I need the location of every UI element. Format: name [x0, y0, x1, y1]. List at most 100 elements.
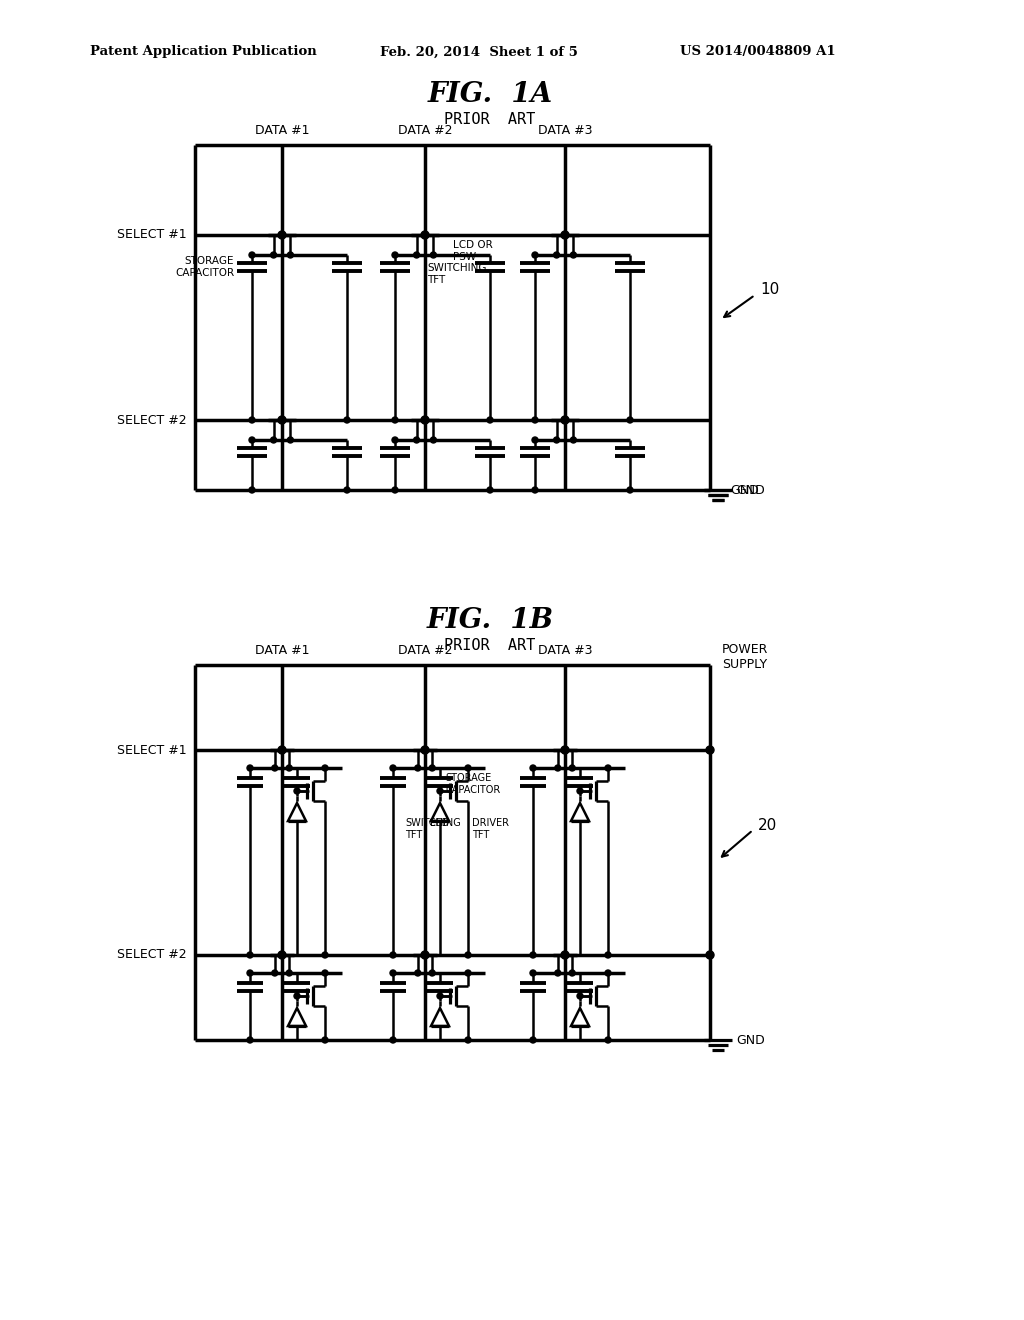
Text: DATA #1: DATA #1: [255, 644, 309, 657]
Circle shape: [247, 766, 253, 771]
Circle shape: [249, 487, 255, 492]
Text: US 2014/0048809 A1: US 2014/0048809 A1: [680, 45, 836, 58]
Circle shape: [429, 970, 435, 975]
Circle shape: [532, 437, 538, 444]
Text: LCD OR
PSW: LCD OR PSW: [453, 240, 493, 261]
Circle shape: [577, 993, 583, 999]
Circle shape: [390, 1038, 396, 1043]
Circle shape: [554, 437, 559, 444]
Circle shape: [392, 252, 398, 257]
Circle shape: [530, 766, 536, 771]
Circle shape: [430, 252, 436, 257]
Circle shape: [532, 487, 538, 492]
Circle shape: [270, 437, 276, 444]
Circle shape: [561, 950, 569, 960]
Circle shape: [437, 788, 443, 795]
Circle shape: [554, 252, 559, 257]
Text: 10: 10: [760, 282, 779, 297]
Circle shape: [605, 970, 611, 975]
Circle shape: [530, 952, 536, 958]
Circle shape: [437, 993, 443, 999]
Circle shape: [390, 970, 396, 975]
Circle shape: [465, 952, 471, 958]
Circle shape: [322, 766, 328, 771]
Circle shape: [706, 950, 714, 960]
Circle shape: [247, 1038, 253, 1043]
Circle shape: [465, 766, 471, 771]
Circle shape: [415, 766, 421, 771]
Circle shape: [247, 952, 253, 958]
Circle shape: [249, 252, 255, 257]
Text: SWITCHING
TFT: SWITCHING TFT: [406, 818, 461, 840]
Circle shape: [570, 252, 577, 257]
Circle shape: [286, 970, 292, 975]
Circle shape: [605, 952, 611, 958]
Circle shape: [561, 416, 569, 424]
Circle shape: [532, 252, 538, 257]
Text: PRIOR  ART: PRIOR ART: [444, 112, 536, 128]
Circle shape: [392, 437, 398, 444]
Circle shape: [414, 252, 420, 257]
Circle shape: [627, 417, 633, 422]
Circle shape: [278, 950, 286, 960]
Circle shape: [429, 766, 435, 771]
Circle shape: [390, 766, 396, 771]
Text: LED: LED: [430, 818, 450, 828]
Text: DATA #2: DATA #2: [397, 644, 453, 657]
Circle shape: [487, 487, 493, 492]
Text: POWER
SUPPLY: POWER SUPPLY: [722, 643, 768, 671]
Circle shape: [421, 416, 429, 424]
Text: Feb. 20, 2014  Sheet 1 of 5: Feb. 20, 2014 Sheet 1 of 5: [380, 45, 578, 58]
Circle shape: [294, 788, 300, 795]
Circle shape: [532, 417, 538, 422]
Text: GND: GND: [736, 483, 765, 496]
Circle shape: [530, 1038, 536, 1043]
Text: SELECT #1: SELECT #1: [118, 743, 187, 756]
Circle shape: [278, 231, 286, 239]
Circle shape: [605, 1038, 611, 1043]
Text: GND: GND: [730, 483, 759, 496]
Circle shape: [414, 437, 420, 444]
Circle shape: [555, 970, 561, 975]
Circle shape: [465, 970, 471, 975]
Circle shape: [706, 746, 714, 754]
Text: DRIVER
TFT: DRIVER TFT: [472, 818, 509, 840]
Text: DATA #3: DATA #3: [538, 124, 592, 137]
Circle shape: [278, 746, 286, 754]
Text: PRIOR  ART: PRIOR ART: [444, 638, 536, 652]
Circle shape: [390, 952, 396, 958]
Circle shape: [271, 766, 278, 771]
Text: SWITCHING
TFT: SWITCHING TFT: [427, 263, 486, 285]
Text: SELECT #2: SELECT #2: [118, 413, 187, 426]
Circle shape: [249, 437, 255, 444]
Text: FIG.  1B: FIG. 1B: [426, 606, 554, 634]
Text: SELECT #2: SELECT #2: [118, 949, 187, 961]
Circle shape: [344, 487, 350, 492]
Circle shape: [569, 766, 575, 771]
Circle shape: [487, 417, 493, 422]
Circle shape: [561, 746, 569, 754]
Circle shape: [344, 417, 350, 422]
Circle shape: [322, 970, 328, 975]
Circle shape: [392, 417, 398, 422]
Circle shape: [322, 952, 328, 958]
Circle shape: [605, 766, 611, 771]
Circle shape: [421, 950, 429, 960]
Circle shape: [294, 993, 300, 999]
Circle shape: [286, 766, 292, 771]
Circle shape: [570, 437, 577, 444]
Circle shape: [278, 416, 286, 424]
Circle shape: [530, 970, 536, 975]
Circle shape: [561, 231, 569, 239]
Text: SELECT #1: SELECT #1: [118, 228, 187, 242]
Circle shape: [627, 487, 633, 492]
Circle shape: [421, 231, 429, 239]
Text: STORAGE
CAPACITOR: STORAGE CAPACITOR: [175, 256, 234, 277]
Circle shape: [288, 252, 294, 257]
Text: DATA #1: DATA #1: [255, 124, 309, 137]
Circle shape: [555, 766, 561, 771]
Text: DATA #2: DATA #2: [397, 124, 453, 137]
Circle shape: [577, 788, 583, 795]
Circle shape: [392, 487, 398, 492]
Text: FIG.  1A: FIG. 1A: [427, 82, 553, 108]
